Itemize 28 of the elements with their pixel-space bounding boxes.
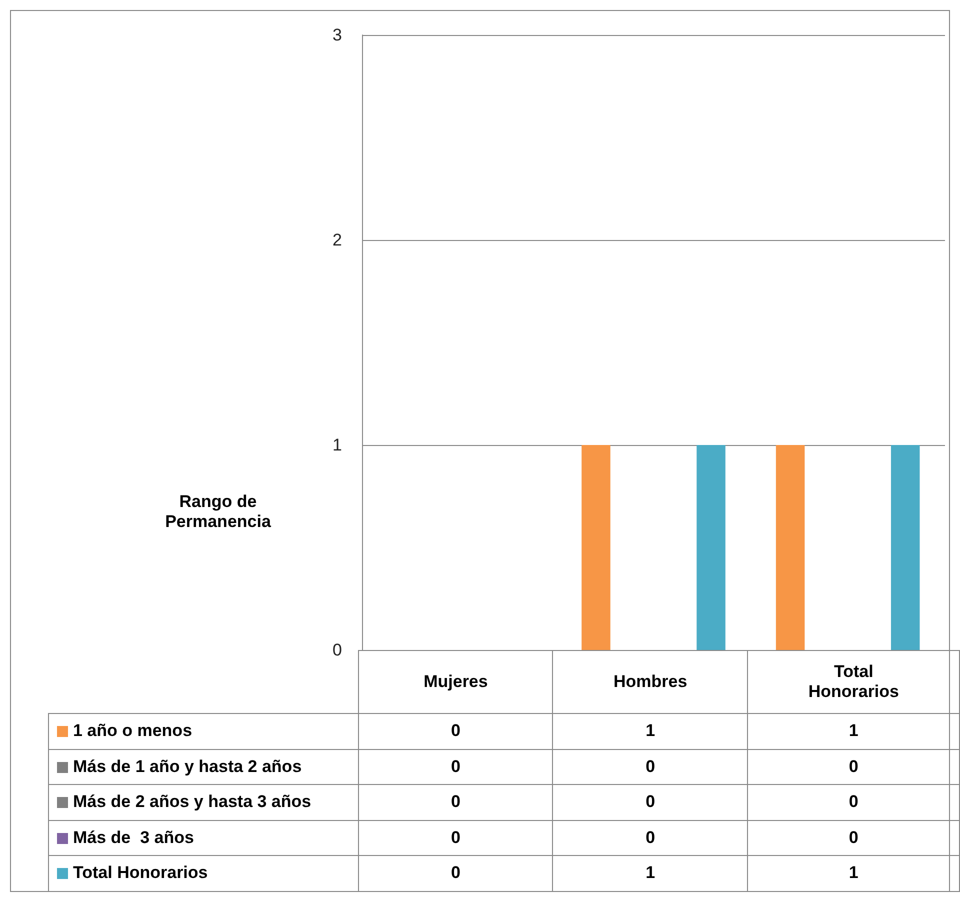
data-label: 0 [358,784,553,820]
data-label: 0 [552,784,748,820]
legend-label: 1 año o menos [48,714,359,749]
data-label: 0 [358,820,553,856]
x-tick-label: Total Honorarios [748,650,960,714]
y-tick-label: 1 [332,436,342,454]
data-label: 0 [552,749,748,784]
data-label: 0 [358,856,553,891]
data-label: 1 [552,714,748,749]
data-label: 0 [748,820,960,856]
x-tick-label: Mujeres [358,650,553,714]
y-axis-title: Rango de Permanencia [164,492,272,532]
y-tick-label: 3 [332,26,342,44]
y-tick-label: 0 [332,640,342,660]
y-tick-label: 2 [332,230,342,250]
legend-label: Más de 3 años [48,820,359,856]
data-label: 0 [552,820,748,856]
data-label: 0 [748,784,960,820]
data-label: 0 [748,749,960,784]
legend-label: Total Honorarios [48,856,359,891]
data-label: 0 [358,714,553,749]
x-tick-label: Hombres [552,650,748,714]
data-label: 1 [748,856,960,891]
legend-label: Más de 1 año y hasta 2 años [48,749,359,784]
legend-label: Más de 2 años y hasta 3 años [48,784,359,820]
data-label: 0 [358,749,553,784]
data-label: 1 [552,856,748,891]
data-label: 1 [748,714,960,749]
